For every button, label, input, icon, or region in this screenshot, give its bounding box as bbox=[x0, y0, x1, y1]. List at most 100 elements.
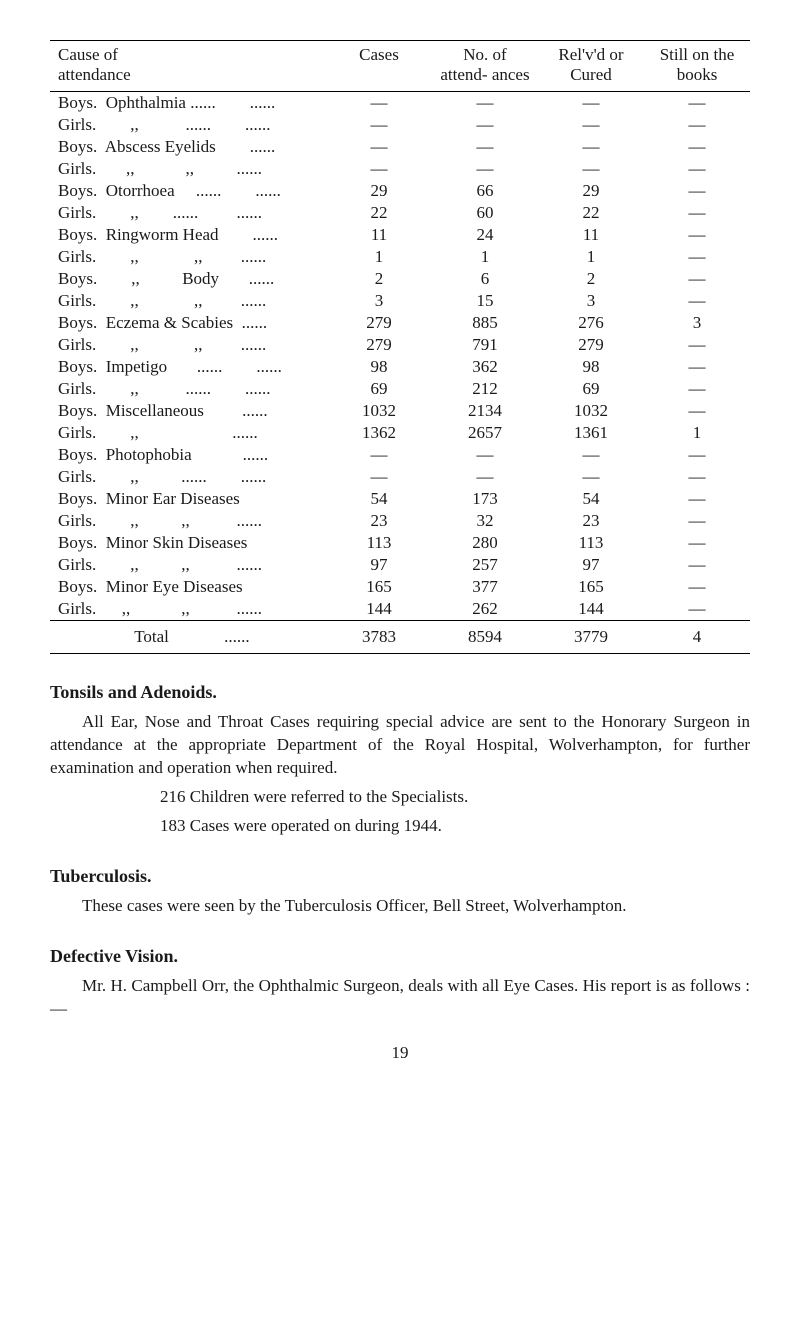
cell-still: — bbox=[644, 598, 750, 621]
cell-still: — bbox=[644, 202, 750, 224]
table-row: Girls. ,, ...... ......6921269— bbox=[50, 378, 750, 400]
cell-att: 362 bbox=[432, 356, 538, 378]
cell-cause: Girls. ,, ,, ...... bbox=[50, 334, 326, 356]
section-heading-vision: Defective Vision. bbox=[50, 946, 750, 967]
cell-cases: 69 bbox=[326, 378, 432, 400]
cell-att: 1 bbox=[432, 246, 538, 268]
cell-cases: 113 bbox=[326, 532, 432, 554]
cell-still: — bbox=[644, 268, 750, 290]
cell-still: 1 bbox=[644, 422, 750, 444]
cell-still: — bbox=[644, 356, 750, 378]
tonsils-line-2: 183 Cases were operated on during 1944. bbox=[160, 815, 750, 838]
cell-cause: Boys. Impetigo ...... ...... bbox=[50, 356, 326, 378]
col-header-cause: Cause of attendance bbox=[50, 41, 326, 92]
table-row: Girls. ,, ,, ......3153— bbox=[50, 290, 750, 312]
table-row: Girls. ,, ...... ......———— bbox=[50, 466, 750, 488]
col-header-text: No. of attend- ances bbox=[440, 45, 529, 84]
cell-rel: 22 bbox=[538, 202, 644, 224]
cell-still: — bbox=[644, 136, 750, 158]
cell-cases: — bbox=[326, 158, 432, 180]
table-row: Boys. Minor Eye Diseases165377165— bbox=[50, 576, 750, 598]
table-body: Boys. Ophthalmia ...... ......————Girls.… bbox=[50, 92, 750, 621]
cell-cause: Boys. Ringworm Head ...... bbox=[50, 224, 326, 246]
cell-still: — bbox=[644, 290, 750, 312]
total-label: Total ...... bbox=[50, 621, 326, 654]
cell-still: — bbox=[644, 510, 750, 532]
cell-rel: 98 bbox=[538, 356, 644, 378]
cell-cases: 1362 bbox=[326, 422, 432, 444]
cell-att: 791 bbox=[432, 334, 538, 356]
cell-rel: 1361 bbox=[538, 422, 644, 444]
cell-cause: Girls. ,, ...... ...... bbox=[50, 466, 326, 488]
cell-cases: — bbox=[326, 444, 432, 466]
cell-cause: Boys. ,, Body ...... bbox=[50, 268, 326, 290]
cell-cause: Girls. ,, ,, ...... bbox=[50, 510, 326, 532]
cell-att: — bbox=[432, 466, 538, 488]
cell-rel: 113 bbox=[538, 532, 644, 554]
cell-still: — bbox=[644, 180, 750, 202]
cell-rel: — bbox=[538, 114, 644, 136]
total-still: 4 bbox=[644, 621, 750, 654]
cell-still: — bbox=[644, 576, 750, 598]
cell-cases: 22 bbox=[326, 202, 432, 224]
cell-still: — bbox=[644, 400, 750, 422]
cell-cause: Boys. Otorrhoea ...... ...... bbox=[50, 180, 326, 202]
section-heading-tuberculosis: Tuberculosis. bbox=[50, 866, 750, 887]
cell-still: — bbox=[644, 554, 750, 576]
cell-att: 15 bbox=[432, 290, 538, 312]
table-row: Boys. Minor Skin Diseases113280113— bbox=[50, 532, 750, 554]
cell-cases: 97 bbox=[326, 554, 432, 576]
cell-still: 3 bbox=[644, 312, 750, 334]
cell-rel: 165 bbox=[538, 576, 644, 598]
cell-cause: Girls. ,, ...... ...... bbox=[50, 114, 326, 136]
cell-cases: 2 bbox=[326, 268, 432, 290]
cell-still: — bbox=[644, 224, 750, 246]
table-row: Boys. Photophobia ......———— bbox=[50, 444, 750, 466]
total-row: Total ...... 3783 8594 3779 4 bbox=[50, 621, 750, 654]
cell-still: — bbox=[644, 488, 750, 510]
tonsils-line-1: 216 Children were referred to the Specia… bbox=[160, 786, 750, 809]
cell-cause: Girls. ,, ...... ...... bbox=[50, 202, 326, 224]
cell-still: — bbox=[644, 92, 750, 115]
cell-rel: — bbox=[538, 466, 644, 488]
cell-att: 2657 bbox=[432, 422, 538, 444]
cell-att: 66 bbox=[432, 180, 538, 202]
table-row: Boys. Ringworm Head ......112411— bbox=[50, 224, 750, 246]
cell-cases: 23 bbox=[326, 510, 432, 532]
cell-att: 885 bbox=[432, 312, 538, 334]
cell-still: — bbox=[644, 378, 750, 400]
table-row: Girls. ,, ,, ......———— bbox=[50, 158, 750, 180]
data-table: Cause of attendance Cases No. of attend-… bbox=[50, 41, 750, 654]
total-relieved: 3779 bbox=[538, 621, 644, 654]
table-row: Girls. ,, ...... ......———— bbox=[50, 114, 750, 136]
cell-att: 6 bbox=[432, 268, 538, 290]
table-row: Boys. Abscess Eyelids ......———— bbox=[50, 136, 750, 158]
cell-still: — bbox=[644, 334, 750, 356]
cell-cases: 29 bbox=[326, 180, 432, 202]
cell-att: 32 bbox=[432, 510, 538, 532]
paragraph-tonsils: All Ear, Nose and Throat Cases requiring… bbox=[50, 711, 750, 780]
table-row: Girls. ,, ,, ......279791279— bbox=[50, 334, 750, 356]
cell-rel: 97 bbox=[538, 554, 644, 576]
cell-still: — bbox=[644, 158, 750, 180]
table-row: Boys. Minor Ear Diseases5417354— bbox=[50, 488, 750, 510]
cell-rel: 69 bbox=[538, 378, 644, 400]
table-row: Boys. Eczema & Scabies ......2798852763 bbox=[50, 312, 750, 334]
cell-rel: 279 bbox=[538, 334, 644, 356]
cell-cause: Girls. ,, ...... bbox=[50, 422, 326, 444]
cell-att: — bbox=[432, 158, 538, 180]
cell-rel: — bbox=[538, 158, 644, 180]
table-row: Girls. ,, ,, ......9725797— bbox=[50, 554, 750, 576]
table-row: Girls. ,, ,, ......144262144— bbox=[50, 598, 750, 621]
table-row: Boys. Miscellaneous ......103221341032— bbox=[50, 400, 750, 422]
cell-rel: 2 bbox=[538, 268, 644, 290]
col-header-relieved: Rel'v'd or Cured bbox=[538, 41, 644, 92]
cell-rel: — bbox=[538, 444, 644, 466]
cell-still: — bbox=[644, 246, 750, 268]
table-row: Boys. ,, Body ......262— bbox=[50, 268, 750, 290]
col-header-cases: Cases bbox=[326, 41, 432, 92]
cell-cases: 279 bbox=[326, 312, 432, 334]
cell-cause: Girls. ,, ,, ...... bbox=[50, 554, 326, 576]
cell-rel: 29 bbox=[538, 180, 644, 202]
table-row: Boys. Ophthalmia ...... ......———— bbox=[50, 92, 750, 115]
